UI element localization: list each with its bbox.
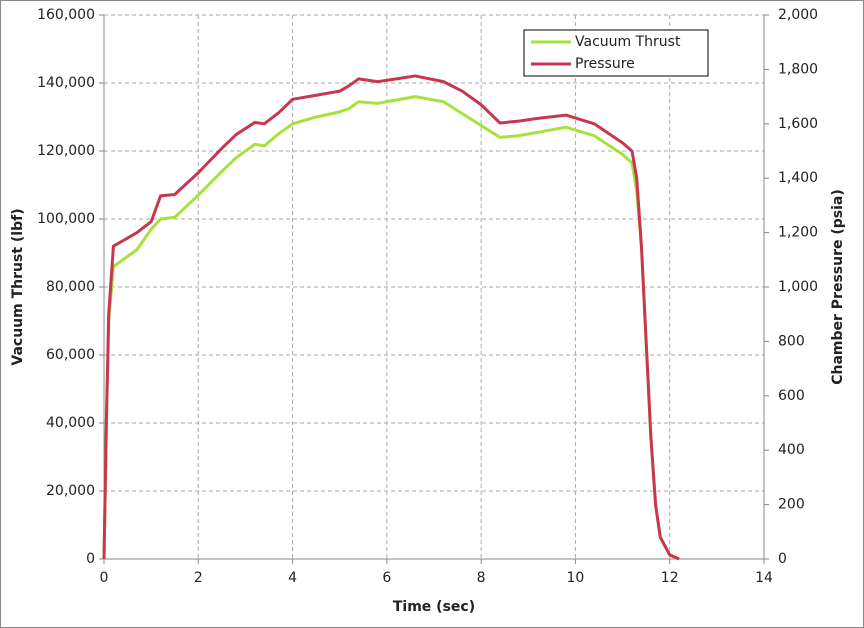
x-tick-label: 10 (567, 570, 585, 586)
x-tick-label: 2 (194, 570, 203, 586)
x-tick-label: 12 (661, 570, 679, 586)
x-tick-label: 4 (288, 570, 297, 586)
y2-tick-label: 1,400 (778, 170, 818, 186)
y2-tick-label: 1,200 (778, 225, 818, 241)
x-tick-label: 6 (382, 570, 391, 586)
y-tick-label: 20,000 (46, 483, 95, 499)
y-tick-label: 140,000 (37, 75, 95, 91)
x-tick-label: 14 (755, 570, 773, 586)
x-axis-label: Time (sec) (393, 599, 475, 615)
y2-tick-label: 1,000 (778, 279, 818, 295)
y2-tick-label: 2,000 (778, 7, 818, 23)
y-tick-label: 0 (86, 551, 95, 567)
y-tick-label: 100,000 (37, 211, 95, 227)
y2-tick-label: 0 (778, 551, 787, 567)
y-tick-label: 60,000 (46, 347, 95, 363)
legend-box (523, 29, 709, 77)
legend-label: Pressure (575, 56, 635, 72)
y2-tick-label: 1,600 (778, 116, 818, 132)
y-tick-label: 120,000 (37, 143, 95, 159)
x-tick-label: 0 (100, 570, 109, 586)
x-tick-label: 8 (477, 570, 486, 586)
y-tick-label: 40,000 (46, 415, 95, 431)
legend-label: Vacuum Thrust (575, 34, 681, 50)
y2-tick-label: 400 (778, 442, 805, 458)
y-axis-label: Vacuum Thrust (lbf) (10, 208, 26, 365)
y-tick-label: 80,000 (46, 279, 95, 295)
y2-tick-label: 200 (778, 497, 805, 513)
y2-tick-label: 1,800 (778, 61, 818, 77)
y2-tick-label: 600 (778, 388, 805, 404)
y-tick-label: 160,000 (37, 7, 95, 23)
y2-axis-label: Chamber Pressure (psia) (830, 189, 846, 385)
y2-tick-label: 800 (778, 333, 805, 349)
series-line (102, 74, 680, 561)
